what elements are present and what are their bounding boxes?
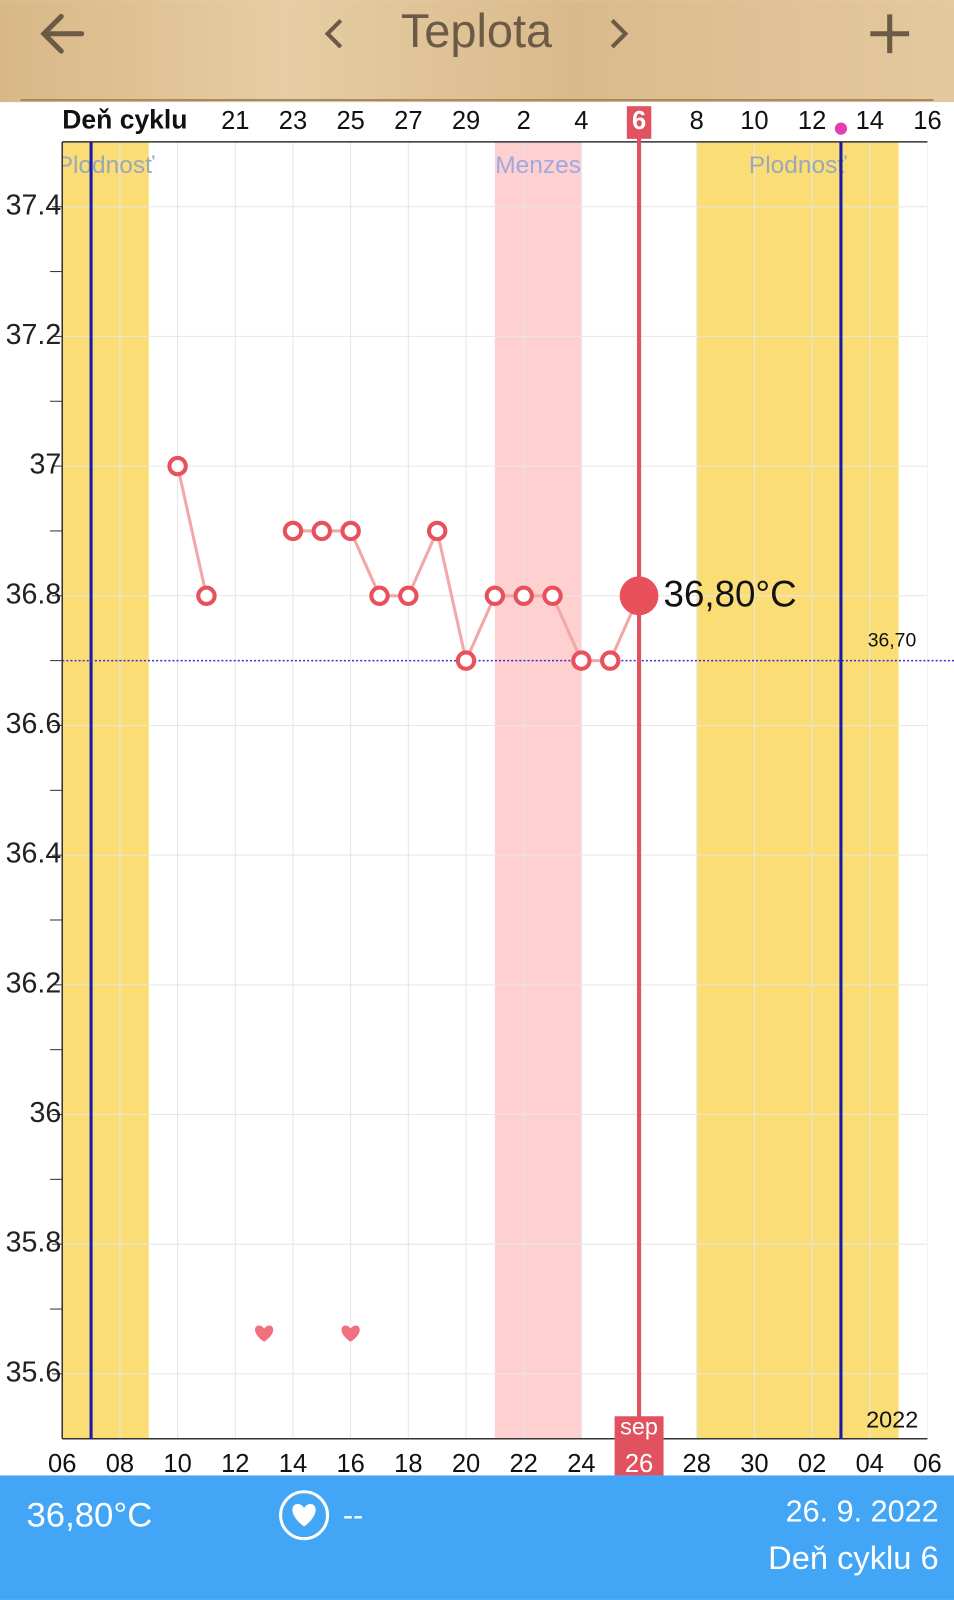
point	[340, 520, 361, 542]
year-label: 2022	[866, 1407, 918, 1433]
header-title: Teplota	[401, 5, 553, 57]
x-tick-label: 24	[567, 1450, 595, 1478]
x-tick-label: 10	[163, 1450, 191, 1478]
band-label: Menzes	[495, 152, 581, 179]
plot-area: Plodnosť Menzes Plodnosť	[57, 141, 928, 1439]
x-tick-label: 28	[683, 1450, 711, 1478]
chart: Plodnosť Menzes Plodnosť 35.6 35.8 36 36.2 36.4…	[6, 104, 954, 1478]
top-tick-label: 6	[632, 107, 646, 135]
top-tick-label: 8	[690, 107, 704, 135]
x-tick-label: 06	[913, 1450, 941, 1478]
intercourse-heart	[255, 1325, 274, 1342]
top-tick-label: 21	[221, 107, 249, 135]
heart-button[interactable]	[279, 1490, 330, 1541]
x-tick-label: 12	[221, 1450, 249, 1478]
back-button[interactable]	[40, 13, 85, 54]
y-tick-label: 35.8	[6, 1227, 62, 1259]
x-tick-label: 30	[740, 1450, 768, 1478]
footer-bar	[0, 1475, 954, 1600]
footer-note: --	[343, 1498, 363, 1532]
x-tick-label: 04	[856, 1450, 884, 1478]
top-tick-label: 14	[856, 107, 884, 135]
top-tick-label: 12	[798, 107, 826, 135]
point	[426, 520, 448, 542]
next-button[interactable]	[610, 19, 629, 49]
band	[494, 141, 582, 1439]
top-tick-label: 10	[740, 107, 768, 135]
point	[196, 585, 217, 606]
y-tick-label: 37	[29, 449, 61, 481]
selected-date-box	[614, 1416, 664, 1476]
x-tick-label: 20	[452, 1450, 480, 1478]
prev-button[interactable]	[324, 19, 343, 49]
reference-label: 36,70	[868, 629, 917, 651]
footer-cycle-day: Deň cyklu 6	[768, 1539, 939, 1576]
top-axis-title: Deň cyklu	[62, 104, 187, 134]
y-tick-label: 36.6	[6, 708, 62, 740]
point	[455, 650, 477, 671]
top-tick-label: 2	[517, 107, 531, 135]
y-tick-label: 37.4	[6, 189, 62, 221]
footer-temperature: 36,80°C	[27, 1496, 153, 1534]
heart-icon	[292, 1504, 316, 1527]
point	[282, 520, 304, 542]
y-tick-label: 35.6	[6, 1356, 62, 1388]
top-tick-label: 27	[394, 107, 422, 135]
temperature-line	[176, 465, 208, 597]
point	[542, 585, 563, 606]
header-bar	[0, 0, 954, 103]
y-tick-label: 36.4	[6, 838, 62, 870]
x-tick-label: 06	[48, 1450, 76, 1478]
point	[167, 455, 188, 477]
x-tick-label: 08	[106, 1450, 134, 1478]
selected-top-box	[626, 106, 652, 139]
point	[369, 585, 390, 606]
add-button[interactable]	[870, 14, 910, 54]
point	[600, 650, 621, 671]
x-tick-label: 26	[625, 1450, 653, 1478]
point	[311, 520, 333, 542]
top-tick-label: 4	[574, 107, 588, 135]
y-tick-label: 37.2	[6, 319, 62, 351]
band	[696, 141, 899, 1439]
value-label: 36,80°C	[664, 574, 797, 615]
x-tick-label: 02	[798, 1450, 826, 1478]
y-tick-label: 36.8	[6, 578, 62, 610]
top-tick-label: 29	[452, 107, 480, 135]
x-tick-label: 18	[394, 1450, 422, 1478]
selected-point	[619, 576, 659, 616]
point	[571, 650, 592, 671]
point	[398, 585, 419, 606]
x-tick-label: 22	[510, 1450, 538, 1478]
point	[484, 585, 506, 606]
point	[513, 585, 534, 606]
intercourse-heart	[341, 1325, 360, 1342]
top-tick-label: 25	[336, 107, 364, 135]
selected-month: sep	[620, 1414, 658, 1440]
band-label: Plodnosť	[749, 152, 847, 179]
x-tick-label: 16	[336, 1450, 364, 1478]
ovulation-dot	[834, 122, 848, 135]
y-tick-label: 36	[29, 1097, 61, 1129]
band	[62, 141, 149, 1439]
top-tick-label: 16	[913, 107, 941, 135]
x-tick-label: 14	[279, 1450, 307, 1478]
top-tick-label: 23	[279, 107, 307, 135]
band-label: Plodnosť	[57, 152, 155, 179]
footer-date: 26. 9. 2022	[786, 1494, 939, 1528]
y-tick-label: 36.2	[6, 967, 62, 999]
